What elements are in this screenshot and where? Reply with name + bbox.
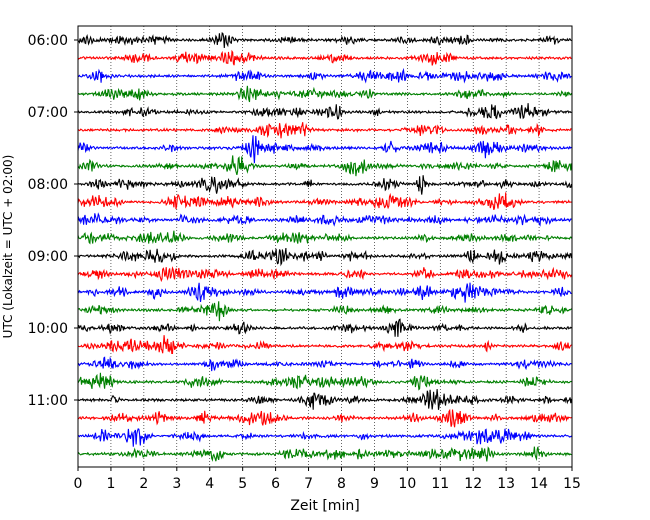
trace-1115: [77, 408, 572, 428]
x-tick-label-0: 0: [74, 476, 83, 492]
trace-1015: [77, 335, 572, 355]
x-tick-label-8: 8: [337, 476, 346, 492]
trace-0945: [77, 301, 572, 322]
trace-0700: [77, 103, 572, 120]
x-tick-label-11: 11: [431, 476, 449, 492]
x-axis: 0 1 2 3 4 5 6 7 8 9 10 11 12 13 14 15: [74, 467, 581, 492]
y-axis-label: UTC (Lokalzeit = UTC + 02:00): [1, 155, 15, 339]
trace-1100: [77, 389, 573, 410]
y-tick-label-0700: 07:00: [28, 105, 68, 121]
x-tick-label-2: 2: [139, 476, 148, 492]
trace-0645: [77, 85, 573, 103]
y-tick-label-0800: 08:00: [28, 177, 68, 193]
y-tick-label-1000: 10:00: [28, 321, 68, 337]
trace-0745: [77, 155, 573, 177]
y-tick-label-1100: 11:00: [28, 393, 68, 409]
y-tick-label-0600: 06:00: [28, 33, 68, 49]
trace-0715: [77, 122, 572, 139]
trace-group: [77, 32, 573, 462]
trace-0630: [77, 67, 572, 84]
trace-0800: [77, 175, 573, 195]
x-tick-label-13: 13: [497, 476, 515, 492]
trace-0915: [77, 266, 573, 283]
trace-1030: [77, 356, 572, 372]
x-tick-label-1: 1: [106, 476, 115, 492]
plot-frame: [77, 25, 573, 468]
trace-0600: [77, 32, 572, 48]
x-tick-label-7: 7: [304, 476, 313, 492]
x-tick-label-10: 10: [398, 476, 416, 492]
x-tick-label-9: 9: [370, 476, 379, 492]
y-tick-label-0900: 09:00: [28, 249, 68, 265]
x-tick-label-6: 6: [271, 476, 280, 492]
trace-0830: [77, 212, 572, 227]
y-axis: 06:00 07:00 08:00 09:00 10:00 11:00: [28, 33, 78, 409]
trace-1045: [77, 372, 572, 391]
x-tick-label-14: 14: [530, 476, 548, 492]
trace-1130: [77, 428, 572, 447]
trace-1145: [77, 446, 572, 462]
x-tick-label-12: 12: [464, 476, 482, 492]
trace-0930: [77, 282, 572, 303]
x-axis-label: Zeit [min]: [290, 498, 359, 514]
trace-0615: [77, 49, 572, 66]
trace-0900: [77, 247, 573, 267]
trace-0730: [77, 135, 572, 164]
trace-0815: [77, 192, 572, 211]
x-tick-label-4: 4: [205, 476, 214, 492]
x-tick-label-5: 5: [238, 476, 247, 492]
x-tick-label-15: 15: [563, 476, 581, 492]
x-tick-label-3: 3: [172, 476, 181, 492]
trace-1000: [77, 318, 572, 337]
trace-0845: [77, 230, 572, 245]
